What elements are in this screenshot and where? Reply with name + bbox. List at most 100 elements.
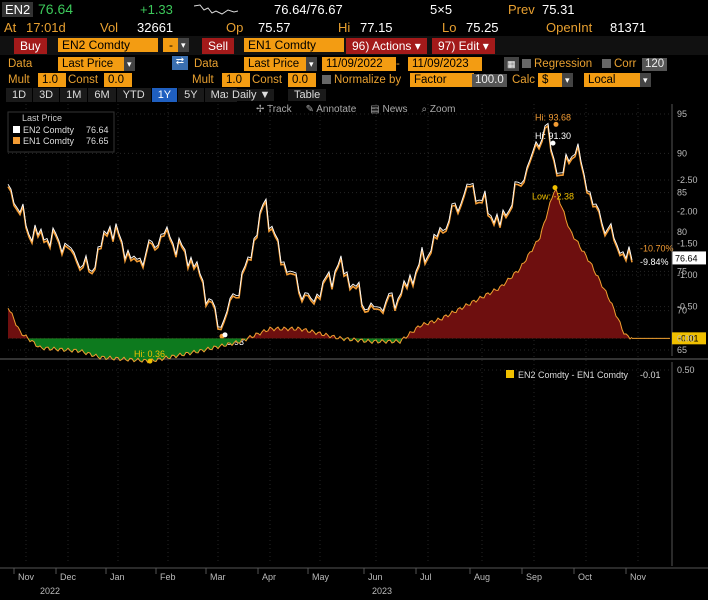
spread-panel: Hi: 0.36 Low: -2.38: [7, 185, 670, 364]
settings-row-2: Mult 1.0 Const 0.0 Mult 1.0 Const 0.0 No…: [0, 72, 708, 88]
const2-label: Const: [252, 74, 283, 86]
x-month-label: Aug: [474, 572, 490, 582]
spread-tick-label: -1.50: [677, 238, 698, 248]
data2-field[interactable]: Last Price: [244, 57, 312, 71]
price-tick-label: 95: [677, 109, 687, 119]
data-field[interactable]: Last Price: [58, 57, 130, 71]
en1-line: [7, 124, 633, 331]
hi-label: Hi: [338, 19, 351, 35]
factor-value[interactable]: 100.0: [472, 73, 507, 87]
start-date-field[interactable]: 11/09/2022: [322, 57, 396, 71]
pct2-label: -9.84%: [640, 257, 669, 267]
end-date-field[interactable]: 11/09/2023: [408, 57, 482, 71]
price-tick-label: 80: [677, 227, 687, 237]
legend-swatch-en1: [13, 137, 20, 144]
bid-ask: 76.64/76.67: [274, 1, 343, 17]
range-ytd[interactable]: YTD: [116, 88, 151, 102]
factor-field[interactable]: Factor: [410, 73, 474, 87]
corr-checkbox[interactable]: Corr: [602, 58, 636, 70]
spread-tick-label: 0.00: [677, 333, 695, 343]
mult2-label: Mult: [192, 74, 214, 86]
vol-label: Vol: [100, 19, 119, 35]
openint-label: OpenInt: [546, 19, 593, 35]
x-month-label: Oct: [578, 572, 593, 582]
const-field[interactable]: 0.0: [104, 73, 132, 87]
chart-area[interactable]: Last Price EN2 Comdty 76.64 EN1 Comdty 7…: [0, 104, 708, 600]
track-tool[interactable]: ✢ Track: [256, 104, 292, 115]
data2-dropdown-icon[interactable]: ▾: [306, 57, 317, 71]
price-legend: Last Price EN2 Comdty 76.64 EN1 Comdty 7…: [7, 111, 115, 153]
range-6m[interactable]: 6M: [88, 88, 116, 102]
normalize-checkbox[interactable]: Normalize by: [322, 74, 401, 86]
corr-label: Corr: [614, 58, 637, 70]
zoom-tool[interactable]: ⌕ Zoom: [421, 104, 456, 115]
at-label: At: [4, 19, 17, 35]
mult2-field[interactable]: 1.0: [222, 73, 250, 87]
buy-security-field[interactable]: EN2 Comdty: [58, 38, 158, 52]
table-button[interactable]: Table: [288, 89, 327, 101]
x-month-label: Jan: [110, 572, 125, 582]
calc-dropdown-icon[interactable]: ▾: [562, 73, 573, 87]
low2-marker: [222, 332, 228, 338]
x-month-label: Mar: [210, 572, 226, 582]
data-dropdown-icon[interactable]: ▾: [124, 57, 135, 71]
legend-title: Last Price: [22, 113, 62, 123]
sell-button[interactable]: Sell: [202, 38, 235, 54]
local-dropdown-icon[interactable]: ▾: [640, 73, 651, 87]
regression-checkbox[interactable]: Regression: [522, 58, 592, 70]
data-label: Data: [8, 58, 33, 70]
buy-button[interactable]: Buy: [14, 38, 47, 54]
prev-label: Prev: [508, 1, 535, 17]
period-dropdown[interactable]: Daily ▼: [228, 89, 275, 101]
buy-dropdown-icon[interactable]: ▾: [178, 38, 189, 52]
buy-minus-button[interactable]: -: [163, 38, 179, 52]
spread-tick-label: -2.50: [677, 175, 698, 185]
range-1m[interactable]: 1M: [60, 88, 88, 102]
price-tick-label: 75: [677, 266, 687, 276]
quote-row: EN2 76.64 +1.33 76.64/76.67 5×5 Prev 75.…: [0, 0, 708, 18]
corr-value[interactable]: 120: [642, 57, 668, 71]
prev-value: 75.31: [542, 1, 575, 17]
grid: [0, 104, 708, 564]
range-3d[interactable]: 3D: [33, 88, 60, 102]
news-tool-label: News: [382, 104, 408, 115]
axes: 76.64 65 70 75 80 85 90 95 -0.01 0.50 0.00 -0.50 -1.…: [0, 104, 708, 596]
x-month-label: Nov: [18, 572, 35, 582]
range-1d[interactable]: 1D: [6, 88, 33, 102]
annotate-tool[interactable]: ✎ Annotate: [305, 104, 357, 115]
price-tick-label: 85: [677, 188, 687, 198]
legend-en1-name: EN1 Comdty: [23, 136, 75, 146]
op-label: Op: [226, 19, 244, 35]
calc-field[interactable]: $: [538, 73, 566, 87]
local-field[interactable]: Local: [584, 73, 646, 87]
price-tick-label: 90: [677, 148, 687, 158]
news-tool[interactable]: ▤ News: [370, 104, 408, 115]
spread-hi-marker: [147, 358, 153, 364]
last-price-tag-bg: [672, 251, 706, 265]
range-5y[interactable]: 5Y: [178, 88, 204, 102]
edit-menu[interactable]: 97) Edit ▾: [432, 38, 495, 54]
range-1y[interactable]: 1Y: [151, 88, 178, 102]
track-tool-label: Track: [266, 104, 292, 115]
spread-negative-area: [8, 189, 632, 339]
spread-line: [7, 187, 633, 364]
spread-last-tag: -0.01: [678, 333, 699, 343]
calendar-icon[interactable]: ▦: [504, 57, 519, 71]
time: 17:01d: [26, 19, 66, 35]
ticker[interactable]: EN2: [2, 1, 34, 17]
x-month-label: Feb: [160, 572, 176, 582]
annotate-tool-label: Annotate: [316, 104, 357, 115]
mult-label: Mult: [8, 74, 30, 86]
price-tick-label: 65: [677, 345, 687, 355]
swap-icon[interactable]: ⇄: [172, 56, 188, 70]
legend-en1-last: 76.65: [86, 136, 109, 146]
x-month-label: Nov: [630, 572, 647, 582]
mult-field[interactable]: 1.0: [38, 73, 66, 87]
actions-menu[interactable]: 96) Actions ▾: [346, 38, 427, 54]
date-dash: -: [396, 58, 400, 70]
sell-security-field[interactable]: EN1 Comdty: [244, 38, 344, 52]
calc-label: Calc: [512, 74, 536, 86]
spread-hi-label: Hi: 0.36: [134, 349, 165, 359]
spread-legend-name: EN2 Comdty - EN1 Comdty: [518, 370, 629, 380]
const2-field[interactable]: 0.0: [288, 73, 316, 87]
